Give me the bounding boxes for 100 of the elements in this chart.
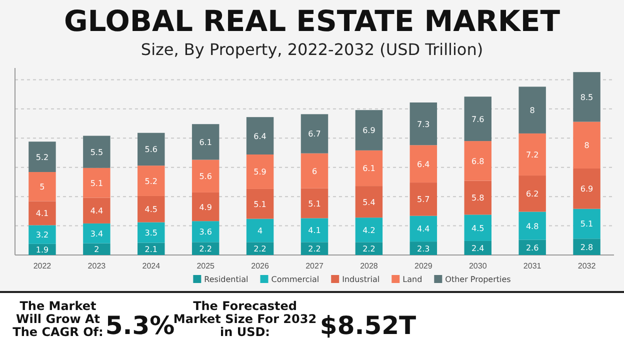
bar	[573, 72, 600, 122]
data-label: 8.5	[580, 92, 594, 102]
data-label: 4.4	[90, 206, 104, 216]
x-tick-label: 2025	[196, 262, 216, 271]
data-label: 3.2	[36, 230, 49, 240]
data-label: 5.8	[471, 194, 484, 203]
bar	[573, 122, 600, 169]
data-label: 1.9	[36, 245, 49, 254]
x-tick-label: 2026	[251, 262, 270, 271]
data-label: 5.1	[254, 200, 266, 209]
bar	[192, 124, 220, 160]
data-label: 2	[94, 245, 100, 254]
data-label: 6.4	[254, 132, 266, 141]
bar	[192, 242, 220, 255]
data-label: 4.1	[36, 209, 49, 218]
bar	[83, 198, 110, 224]
x-tick-label: 2029	[414, 262, 433, 271]
data-label: 6.1	[199, 138, 212, 147]
x-tick-label: 2027	[306, 262, 324, 271]
bar	[192, 192, 220, 222]
bar	[246, 218, 274, 242]
x-tick-label: 2023	[88, 262, 106, 271]
bar	[518, 240, 546, 255]
data-label: 4.4	[417, 224, 430, 234]
data-label: 5.6	[199, 172, 212, 182]
bar	[300, 188, 328, 218]
bar	[410, 102, 438, 146]
text: $8.52T	[320, 311, 416, 340]
text: The Market Will Grow At The CAGR Of:	[12, 299, 104, 339]
bar	[355, 218, 383, 242]
data-label: 4.8	[526, 222, 539, 231]
bar	[246, 242, 274, 255]
data-label: 2.4	[471, 244, 484, 253]
bar	[300, 242, 328, 255]
data-label: 7.6	[471, 114, 484, 124]
data-label: 5.6	[144, 145, 158, 154]
data-label: 2.2	[308, 244, 321, 254]
x-tick-label: 2022	[33, 262, 52, 271]
x-tick-label: 2028	[360, 262, 378, 271]
bar	[300, 153, 328, 188]
x-tick-label: 2032	[578, 262, 596, 271]
bar	[300, 114, 328, 154]
data-label: 6.7	[308, 130, 321, 139]
bar	[464, 180, 492, 215]
data-label: 5.1	[90, 178, 104, 188]
data-label: 5.2	[36, 152, 49, 162]
data-label: 2.2	[254, 244, 266, 254]
data-label: 4.2	[362, 226, 376, 235]
bar	[246, 188, 274, 219]
bar	[410, 216, 438, 242]
data-label: 4.1	[308, 226, 321, 236]
bar	[300, 218, 328, 242]
data-label: 8	[584, 141, 590, 150]
bar	[28, 244, 56, 255]
data-label: 6.8	[471, 156, 484, 166]
bar	[192, 221, 220, 242]
chart-title: GLOBAL REAL ESTATE MARKET	[64, 4, 560, 38]
bar	[464, 141, 492, 181]
bar	[138, 166, 165, 196]
data-label: 3.5	[144, 228, 158, 238]
data-label: 6.9	[362, 126, 376, 136]
bar	[355, 186, 383, 218]
bar	[83, 243, 110, 255]
bar	[518, 212, 546, 240]
data-label: 5.7	[417, 195, 430, 204]
bar	[83, 168, 110, 198]
x-tick-label: 2031	[523, 262, 542, 271]
data-label: 6.9	[580, 184, 594, 194]
text: 5.3%	[105, 311, 175, 340]
bar	[355, 150, 383, 186]
bar	[410, 242, 438, 255]
x-tick-label: 2024	[142, 262, 161, 271]
data-label: 6.2	[526, 190, 539, 199]
data-label: 2.2	[362, 244, 376, 254]
bar	[410, 182, 438, 216]
legend-label: Industrial	[342, 275, 380, 284]
data-label: 5.9	[254, 168, 266, 177]
bar	[464, 240, 492, 255]
data-label: 2.8	[580, 242, 594, 252]
legend-label: Residential	[204, 275, 248, 284]
data-label: 2.3	[417, 244, 430, 254]
bar	[355, 110, 383, 150]
bar	[138, 222, 165, 243]
bar	[246, 154, 274, 189]
data-label: 4.5	[144, 205, 158, 214]
data-label: 4	[258, 226, 263, 236]
bar	[355, 242, 383, 255]
data-label: 8	[530, 106, 535, 116]
bar	[464, 96, 492, 142]
bar	[28, 172, 56, 202]
legend-label: Other Properties	[445, 275, 511, 284]
data-label: 5.2	[144, 176, 158, 186]
data-label: 5	[40, 182, 45, 192]
data-label: 2.1	[144, 244, 158, 254]
bar	[192, 160, 220, 192]
bar	[138, 242, 165, 255]
bar	[28, 142, 56, 172]
data-label: 2.2	[199, 244, 212, 254]
bar	[83, 223, 110, 244]
data-label: 6.4	[417, 160, 430, 169]
